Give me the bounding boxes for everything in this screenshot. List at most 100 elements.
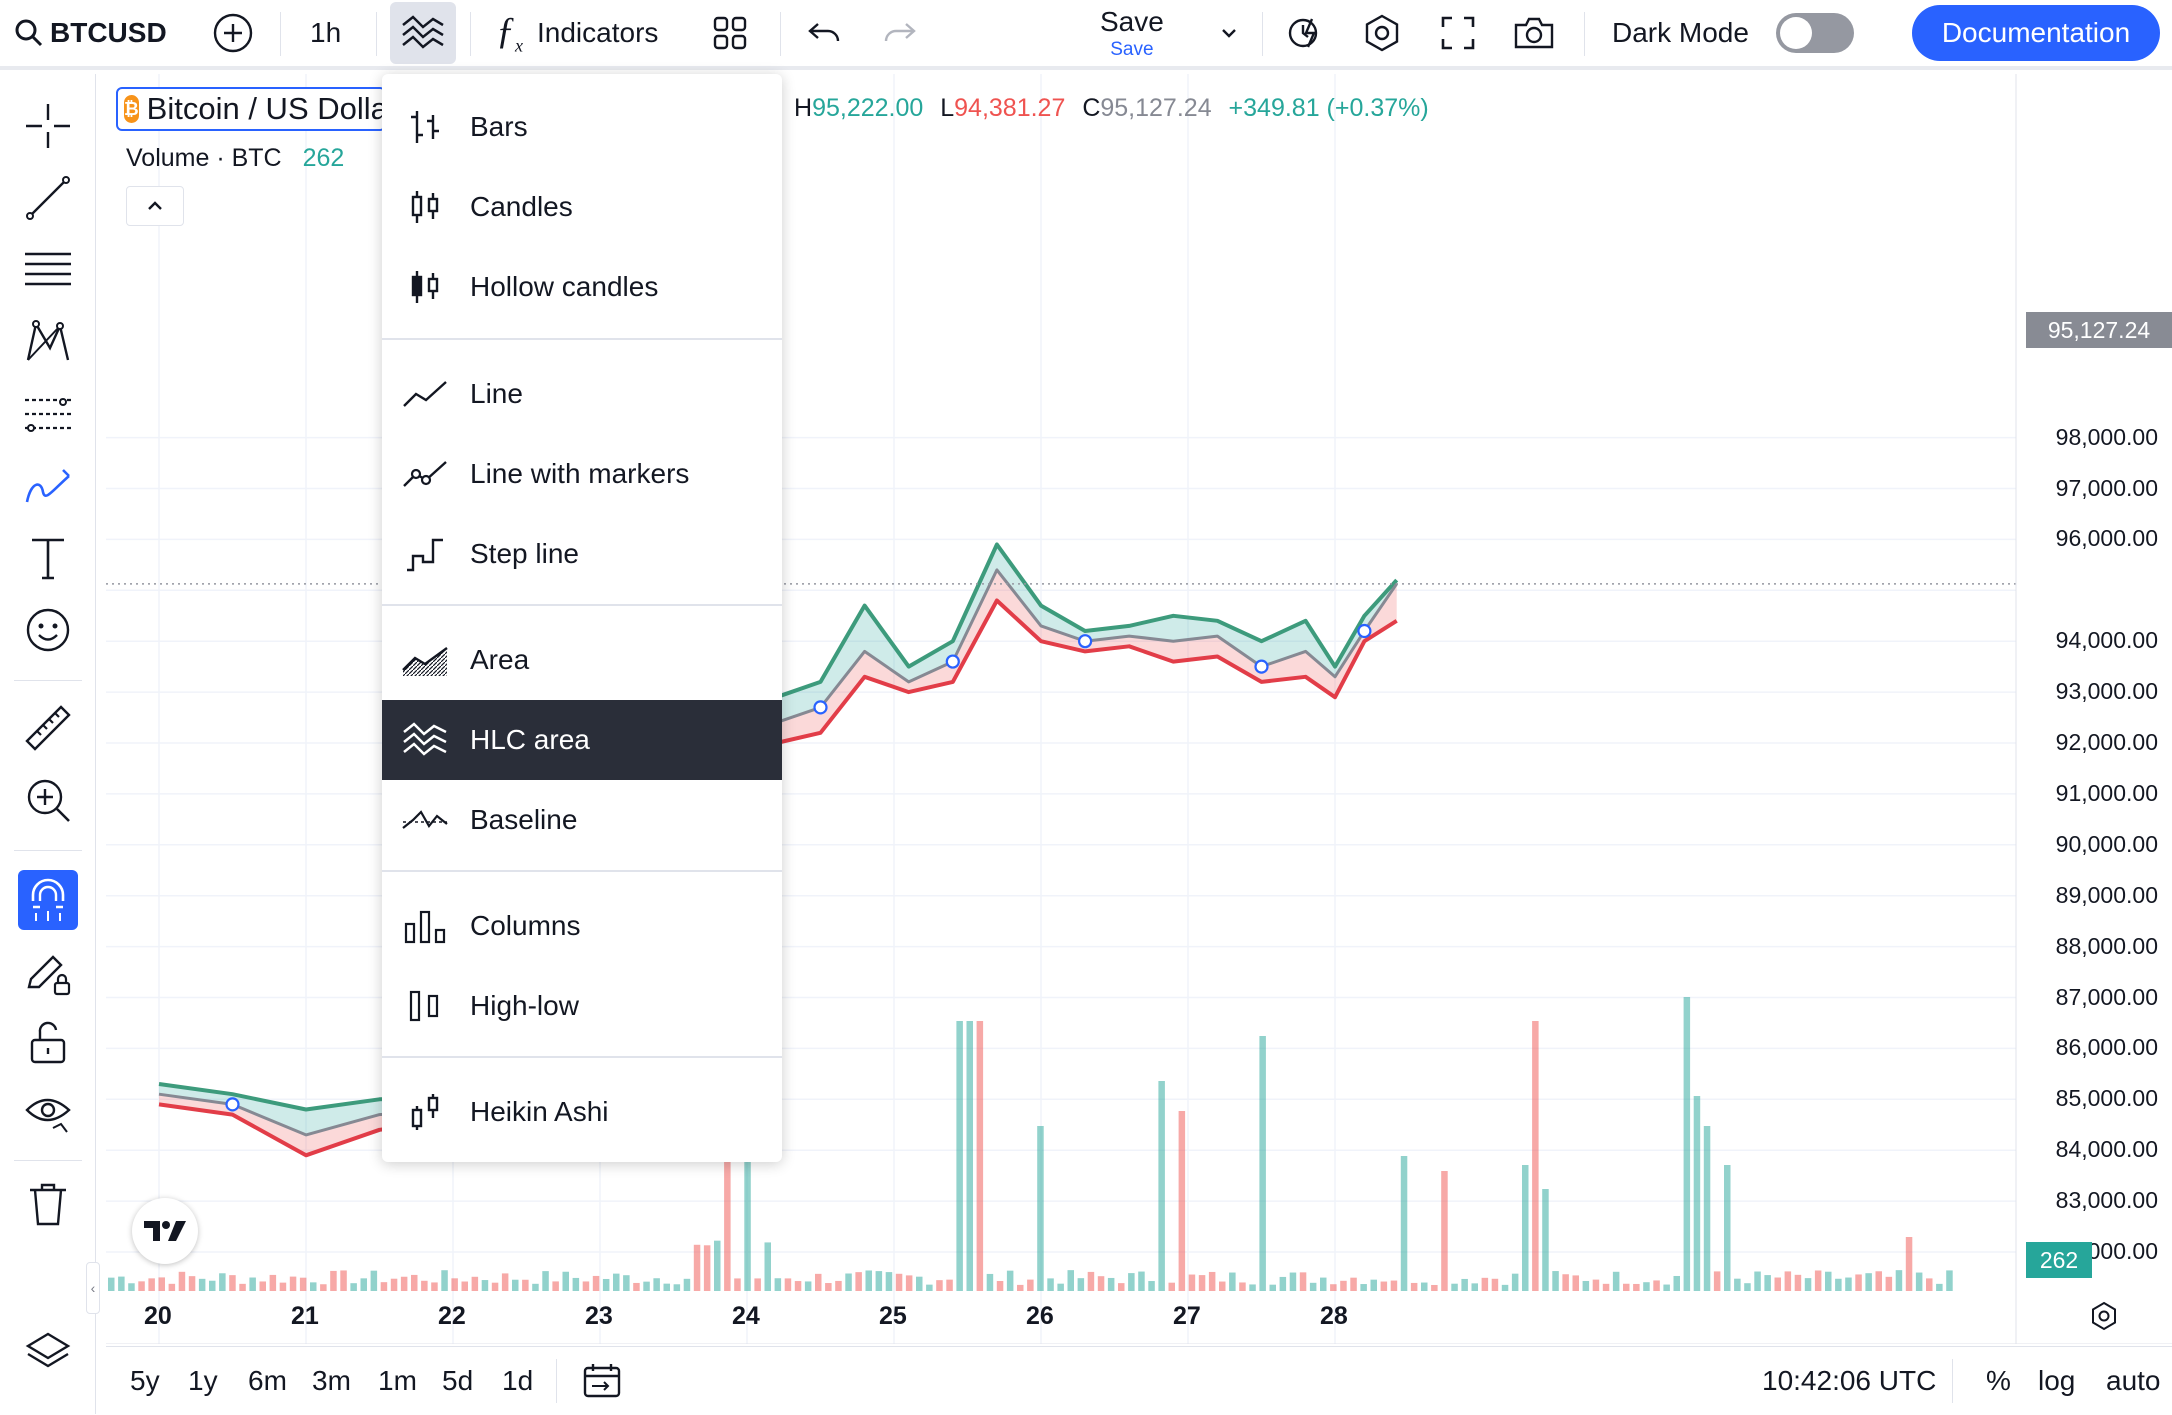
menu-item-step-line[interactable]: Step line xyxy=(382,514,782,594)
percent-toggle[interactable]: % xyxy=(1986,1365,2011,1396)
volume-bar xyxy=(1158,1081,1165,1291)
menu-item-line[interactable]: Line xyxy=(382,354,782,434)
zoom-tool[interactable] xyxy=(20,772,76,828)
lock-drawing-edit-tool[interactable] xyxy=(20,944,76,1000)
remove-drawings-tool[interactable] xyxy=(20,1176,76,1232)
save-options-button[interactable] xyxy=(1218,0,1240,66)
volume-bar xyxy=(825,1283,832,1291)
magnet-tool[interactable] xyxy=(18,870,78,930)
range-button-3m[interactable]: 3m xyxy=(312,1365,351,1396)
log-toggle[interactable]: log xyxy=(2038,1365,2076,1396)
menu-item-bars[interactable]: Bars xyxy=(382,87,782,167)
volume-bar xyxy=(1441,1171,1448,1291)
hide-drawings-tool[interactable] xyxy=(20,1084,76,1140)
menu-item-hollow-candles[interactable]: Hollow candles xyxy=(382,247,782,327)
layouts-button[interactable] xyxy=(712,0,748,66)
volume-bar xyxy=(158,1277,165,1291)
chart-type-button[interactable] xyxy=(390,2,456,64)
bitcoin-icon: ₿ xyxy=(124,95,139,123)
volume-bar xyxy=(138,1281,145,1291)
dark-mode-toggle[interactable] xyxy=(1776,0,1854,66)
price-tick-label: 83,000.00 xyxy=(2055,1187,2158,1214)
object-tree-tool[interactable] xyxy=(20,1324,76,1380)
volume-bar xyxy=(1259,1036,1266,1291)
collapse-legend-button[interactable] xyxy=(126,186,184,226)
volume-bar xyxy=(219,1273,226,1291)
volume-bar xyxy=(1057,1283,1064,1291)
menu-item-line-with-markers[interactable]: Line with markers xyxy=(382,434,782,514)
volume-bar xyxy=(1693,1096,1701,1291)
settings-button[interactable] xyxy=(1362,0,1402,66)
menu-item-hlc-area[interactable]: HLC area xyxy=(382,700,782,780)
menu-item-label: Area xyxy=(470,644,530,675)
menu-item-heikin-ashi[interactable]: Heikin Ashi xyxy=(382,1072,782,1152)
volume-bar xyxy=(370,1270,378,1291)
volume-bar xyxy=(1663,1284,1670,1291)
volume-bar xyxy=(1249,1284,1256,1291)
menu-item-columns[interactable]: Columns xyxy=(382,886,782,966)
interval-button[interactable]: 1h xyxy=(310,0,341,66)
volume-bar xyxy=(1309,1282,1317,1291)
volume-bar xyxy=(491,1282,499,1291)
auto-toggle[interactable]: auto xyxy=(2106,1365,2161,1396)
volume-bar xyxy=(1320,1277,1327,1291)
volume-bar xyxy=(168,1283,176,1291)
volume-bar xyxy=(724,1156,731,1291)
columns-icon xyxy=(404,910,446,944)
volume-bar xyxy=(764,1242,771,1291)
alert-button[interactable] xyxy=(1286,0,1326,66)
trend-line-tool[interactable] xyxy=(20,170,76,226)
volume-bar xyxy=(108,1277,115,1291)
documentation-button[interactable]: Documentation xyxy=(1912,5,2160,61)
range-button-1m[interactable]: 1m xyxy=(378,1365,417,1396)
save-button[interactable]: Save Save xyxy=(1100,0,1164,66)
undo-button[interactable] xyxy=(806,0,842,66)
menu-item-label: Hollow candles xyxy=(470,271,659,302)
prediction-tool[interactable] xyxy=(20,386,76,442)
volume-bar xyxy=(1421,1282,1428,1291)
volume-bar xyxy=(794,1281,802,1291)
symbol-title-button[interactable]: ₿ Bitcoin / US Dollar xyxy=(116,87,386,131)
fib-tool[interactable] xyxy=(20,242,76,298)
price-tick-label: 98,000.00 xyxy=(2055,423,2158,450)
text-tool[interactable] xyxy=(20,530,76,586)
volume-bar xyxy=(320,1284,327,1291)
redo-button[interactable] xyxy=(882,0,918,66)
collapse-toolbar-handle[interactable]: ‹ xyxy=(86,1262,100,1314)
volume-bar xyxy=(1633,1283,1640,1291)
volume-bar xyxy=(976,1021,984,1291)
crosshair-tool[interactable] xyxy=(20,98,76,154)
range-button-1d[interactable]: 1d xyxy=(502,1365,534,1396)
clock[interactable]: 10:42:06 UTC xyxy=(1762,1365,1937,1396)
pattern-tool[interactable] xyxy=(20,314,76,370)
menu-item-high-low[interactable]: High-low xyxy=(382,966,782,1046)
smiley-icon xyxy=(26,608,70,652)
emoji-tool[interactable] xyxy=(20,602,76,658)
menu-item-area[interactable]: Area xyxy=(382,620,782,700)
go-to-date-button[interactable] xyxy=(582,1347,622,1415)
volume-bar xyxy=(1037,1126,1044,1291)
volume-bar xyxy=(1360,1284,1367,1291)
tradingview-logo[interactable] xyxy=(132,1198,198,1264)
volume-bar xyxy=(592,1275,600,1291)
compare-symbol-button[interactable] xyxy=(212,0,254,66)
lock-all-tool[interactable] xyxy=(20,1014,76,1070)
volume-bar xyxy=(1734,1278,1741,1291)
range-button-5y[interactable]: 5y xyxy=(130,1365,160,1396)
volume-bar xyxy=(1885,1276,1893,1291)
brush-tool[interactable] xyxy=(20,458,76,514)
time-tick-label: 23 xyxy=(585,1302,613,1330)
volume-bar xyxy=(1825,1271,1832,1291)
range-button-5d[interactable]: 5d xyxy=(442,1365,474,1396)
menu-item-baseline[interactable]: Baseline xyxy=(382,780,782,860)
screenshot-button[interactable] xyxy=(1512,0,1556,66)
indicators-button[interactable]: ƒx Indicators xyxy=(496,0,658,66)
menu-item-candles[interactable]: Candles xyxy=(382,167,782,247)
price-axis-settings-button[interactable] xyxy=(2086,1298,2122,1334)
symbol-search[interactable]: BTCUSD xyxy=(14,0,167,66)
fullscreen-button[interactable] xyxy=(1440,0,1476,66)
range-button-1y[interactable]: 1y xyxy=(188,1365,218,1396)
volume-bar xyxy=(239,1283,246,1291)
measure-tool[interactable] xyxy=(20,700,76,756)
range-button-6m[interactable]: 6m xyxy=(248,1365,287,1396)
